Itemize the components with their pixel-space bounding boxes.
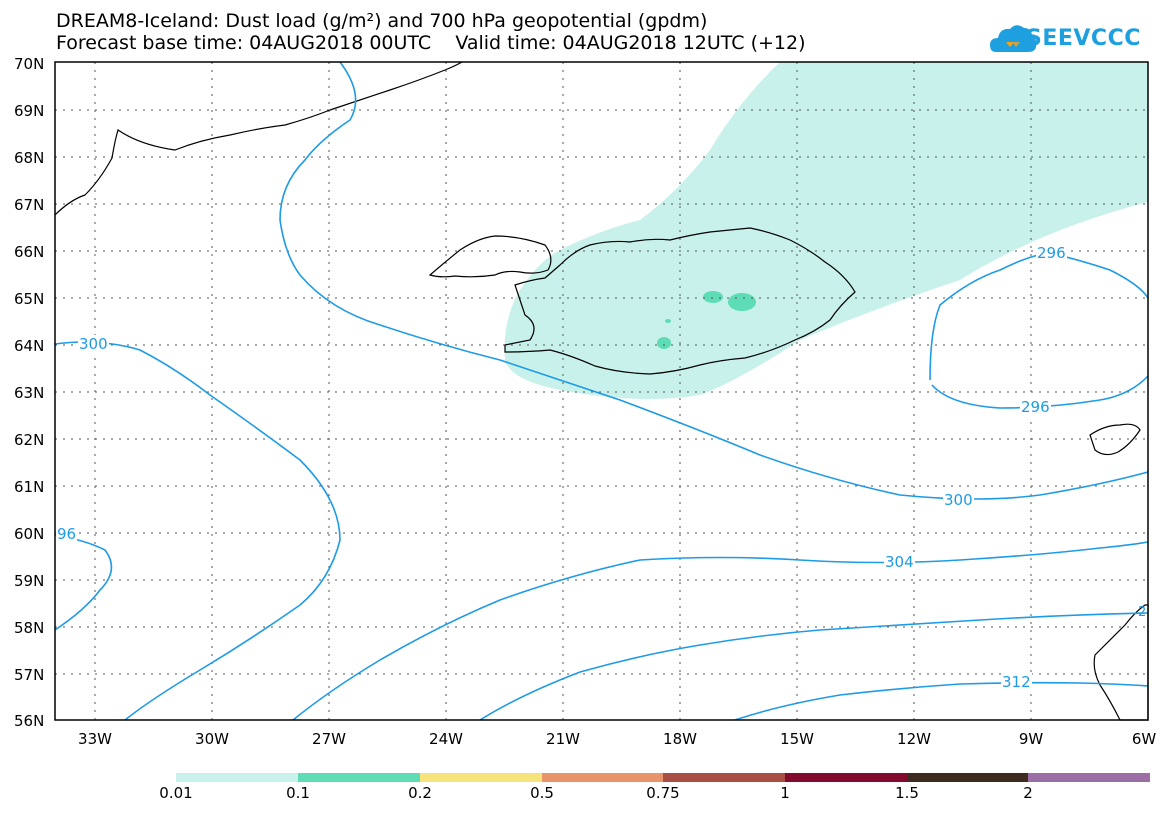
dust-area-mid [665,319,671,323]
dust-area-low [504,62,1149,399]
lat-label: 62N [14,431,45,449]
lat-label: 67N [14,196,45,214]
dust-area-mid [728,293,756,311]
lon-label: 21W [546,730,580,748]
faroe-islands [1089,423,1141,456]
contour-312 [734,681,1149,721]
lat-label: 65N [14,290,45,308]
colorbar-segment [542,773,663,782]
colorbar-label: 0.01 [159,784,193,802]
lat-label: 68N [14,149,45,167]
contour-308 [479,612,1149,721]
colorbar-segment [298,773,420,782]
lon-label: 33W [78,730,112,748]
lon-label: 24W [429,730,463,748]
colorbar-segment [420,773,542,782]
map-title: DREAM8-Iceland: Dust load (g/m²) and 700… [56,10,708,32]
lat-label: 56N [14,712,45,730]
cloud-icon [990,25,1037,52]
contour-label: 312 [1001,673,1032,691]
lat-label: 57N [14,666,45,684]
geopotential-contours [54,61,1149,721]
graticule [55,62,1148,720]
logo-text: SEEVCCC [1026,26,1141,51]
colorbar-segment [663,773,785,782]
contour-label: 96 [56,525,78,543]
contour-label: 300 [78,335,109,353]
lon-label: 12W [897,730,931,748]
lat-label: 59N [14,572,45,590]
lat-label: 69N [14,102,45,120]
lat-label: 64N [14,337,45,355]
colorbar-segment [785,773,907,782]
colorbar-segment [1028,773,1150,782]
colorbar-label: 1.5 [895,784,919,802]
colorbar-segment [907,773,1028,782]
contour-label: 296 [1036,244,1067,262]
lat-label: 70N [14,55,45,73]
contour-label: 2 [1138,605,1147,620]
contour-304 [292,541,1149,721]
lon-label: 27W [312,730,346,748]
scotland-coast [1093,604,1149,721]
lon-label: 18W [663,730,697,748]
contour-label: 300 [943,491,974,509]
westfjords-coast [428,235,552,278]
dust-area-mid [703,291,723,303]
lat-label: 66N [14,243,45,261]
colorbar-label: 1 [780,784,790,802]
lon-label: 9W [1018,730,1044,748]
iceland-coast [504,227,856,375]
colorbar-label: 0.2 [408,784,432,802]
contour-96-west [54,534,113,631]
lat-label: 58N [14,619,45,637]
colorbar-label: 0.75 [646,784,680,802]
greenland-coast [54,61,463,216]
lon-label: 15W [780,730,814,748]
contour-300-north [54,341,341,721]
map-frame [54,61,1149,721]
contour-300-center [279,61,1149,500]
colorbar-label: 0.1 [286,784,310,802]
lat-label: 60N [14,525,45,543]
lon-label: 30W [195,730,229,748]
colorbar-segment [176,773,298,782]
dust-area-mid [657,337,671,349]
colorbar-label: 0.5 [530,784,554,802]
contour-label: 304 [884,553,915,571]
colorbar-label: 2 [1023,784,1033,802]
lat-label: 63N [14,384,45,402]
map-subtitle-times: Forecast base time: 04AUG2018 00UTC Vali… [56,32,806,54]
contour-296-east [929,252,1149,381]
contour-label: 296 [1020,398,1051,416]
lat-label: 61N [14,478,45,496]
lon-label: 6W [1131,730,1157,748]
